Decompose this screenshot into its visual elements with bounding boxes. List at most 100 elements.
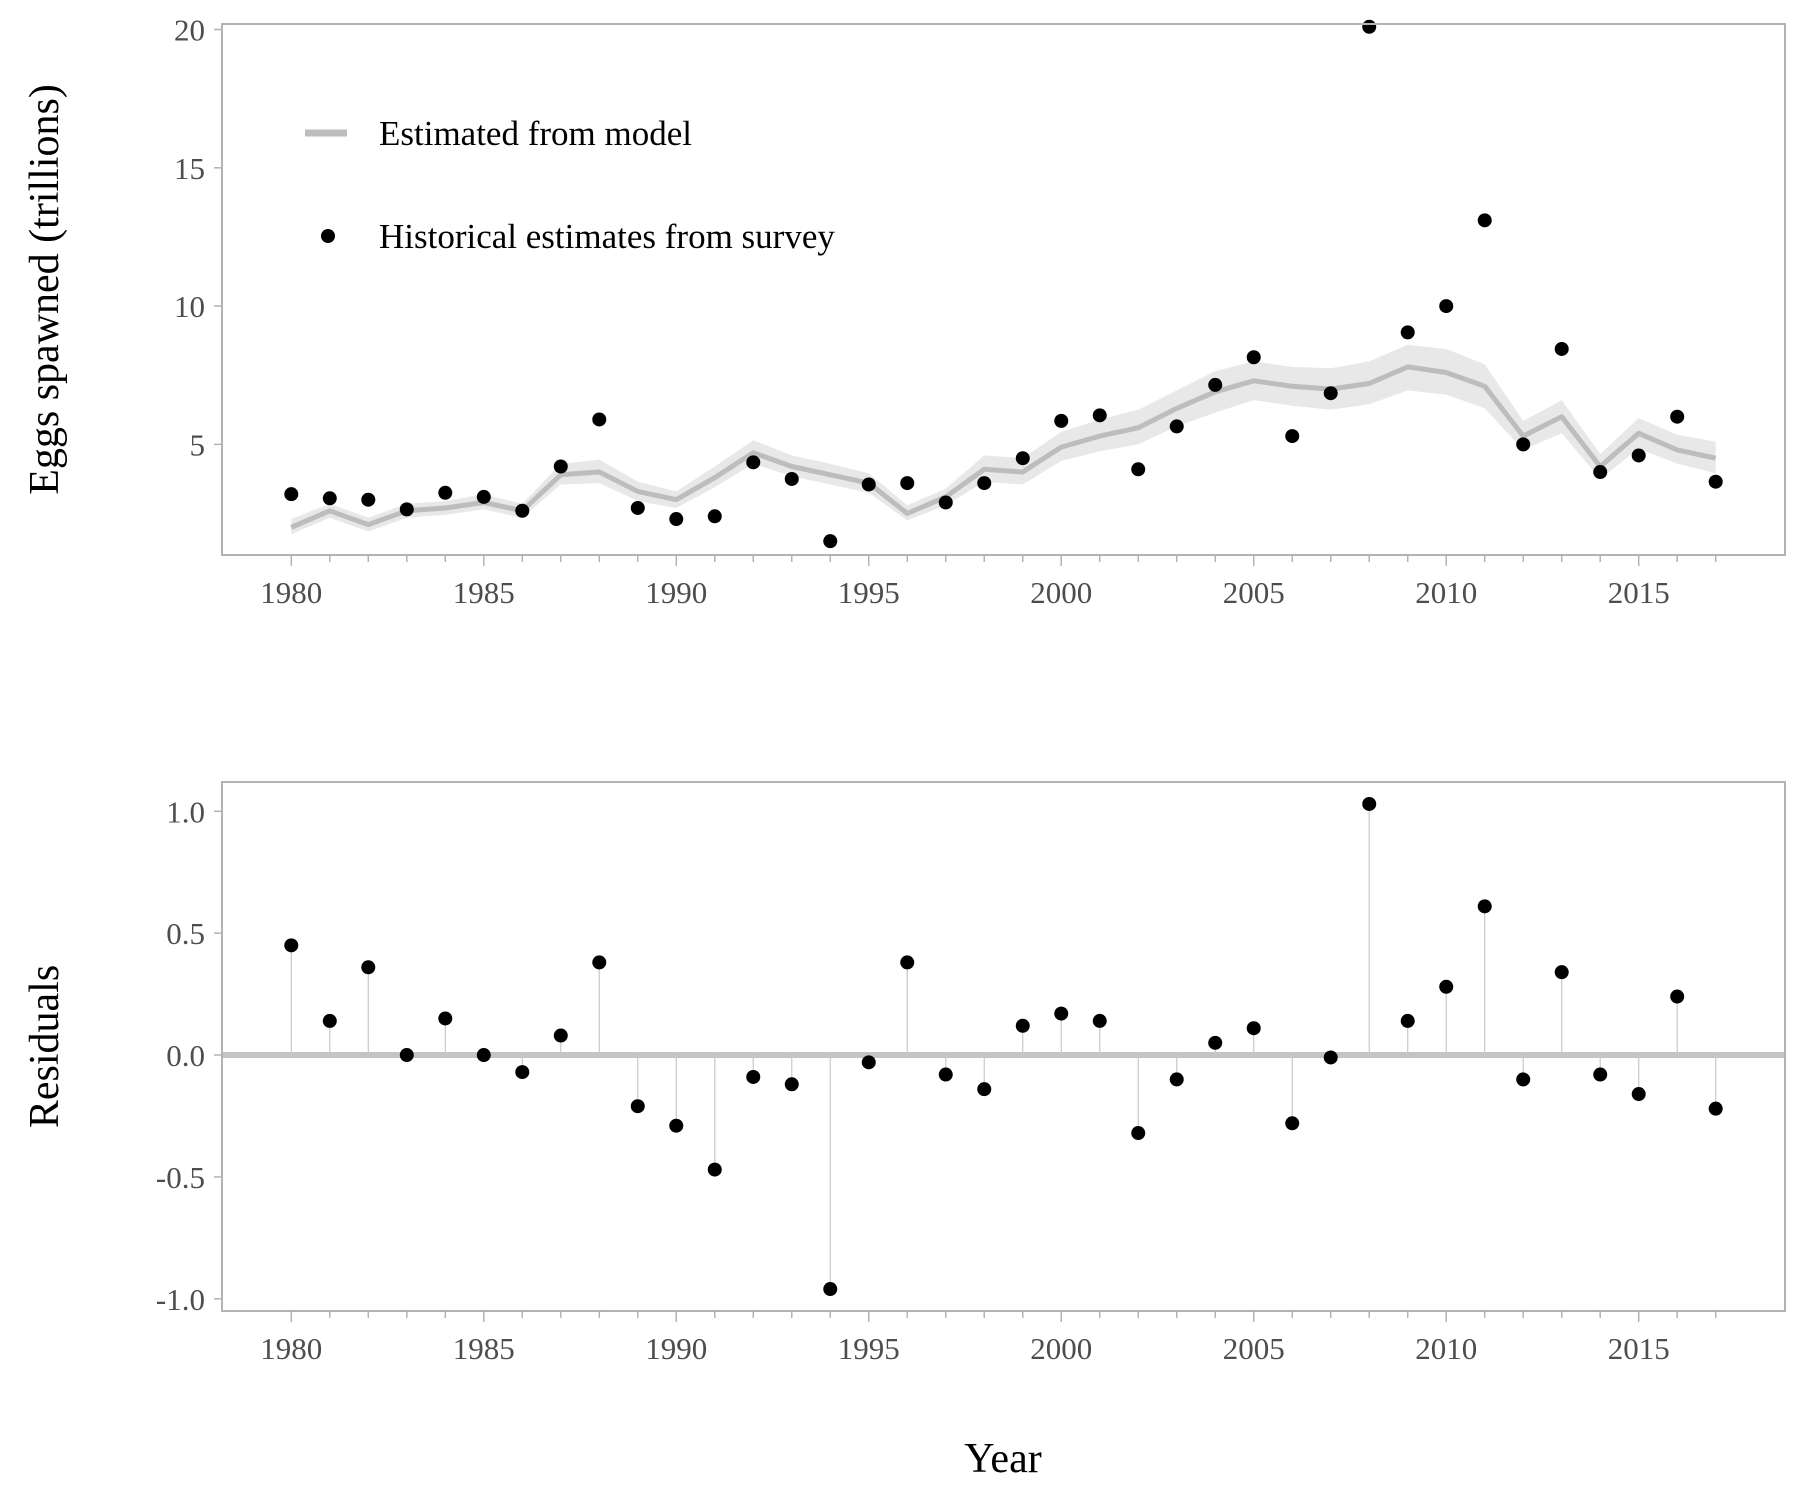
residual-point <box>515 1065 530 1080</box>
residuals-y-tick-label: 0.0 <box>166 1038 205 1073</box>
eggs-x-tick-label: 2000 <box>1030 575 1092 610</box>
survey-point <box>1092 408 1107 423</box>
eggs-x-tick-label: 1995 <box>838 575 900 610</box>
model-confidence-ribbon <box>291 344 1716 535</box>
eggs-y-axis-title: Eggs spawned (trillions) <box>22 84 68 495</box>
survey-point <box>1054 413 1069 428</box>
residual-point <box>784 1077 799 1092</box>
legend-point-key <box>321 229 335 243</box>
residual-point <box>938 1067 953 1082</box>
eggs-x-tick-label: 1985 <box>453 575 515 610</box>
residual-point <box>823 1282 838 1297</box>
residuals-x-tick-label: 2000 <box>1030 1331 1092 1366</box>
survey-point <box>438 485 453 500</box>
survey-point <box>1362 19 1377 34</box>
residual-point <box>361 960 376 975</box>
survey-point <box>553 459 568 474</box>
survey-point <box>1208 377 1223 392</box>
survey-point <box>1554 341 1569 356</box>
residuals-y-tick-label: -1.0 <box>156 1282 205 1317</box>
survey-point <box>630 500 645 515</box>
residual-point <box>1439 979 1454 994</box>
residuals-x-tick-label: 2010 <box>1415 1331 1477 1366</box>
residual-point <box>1593 1067 1608 1082</box>
survey-point <box>977 476 992 491</box>
eggs-y-axis: 5 10 15 20 <box>174 13 222 462</box>
residual-point <box>1246 1021 1261 1036</box>
survey-point <box>784 471 799 486</box>
survey-point <box>1131 462 1146 477</box>
residuals-x-tick-label: 1990 <box>645 1331 707 1366</box>
survey-point <box>1631 448 1646 463</box>
survey-point <box>284 487 299 502</box>
survey-point <box>1169 419 1184 434</box>
survey-point <box>861 477 876 492</box>
residual-point <box>1208 1035 1223 1050</box>
residual-point <box>1362 796 1377 811</box>
residual-point <box>399 1048 414 1063</box>
residual-point <box>476 1048 491 1063</box>
residual-point <box>746 1069 761 1084</box>
survey-point <box>1285 429 1300 444</box>
residual-point <box>1323 1050 1338 1065</box>
residuals-y-tick-label: 0.5 <box>166 916 205 951</box>
residual-point <box>977 1082 992 1097</box>
residual-point <box>1708 1101 1723 1116</box>
survey-point <box>1593 465 1608 480</box>
survey-point <box>1400 325 1415 340</box>
residual-point <box>630 1099 645 1114</box>
survey-point <box>1323 386 1338 401</box>
residuals-x-axis: 1980 1985 1990 1995 2000 2005 2010 2015 <box>260 1311 1717 1366</box>
residual-point <box>592 955 607 970</box>
eggs-x-tick-label: 1980 <box>260 575 322 610</box>
residuals-y-tick-label: 1.0 <box>166 794 205 829</box>
residual-point <box>553 1028 568 1043</box>
survey-point <box>746 455 761 470</box>
survey-point <box>669 512 684 527</box>
residual-points <box>284 796 1723 1297</box>
survey-point <box>1516 437 1531 452</box>
model-estimate-line <box>290 364 1717 530</box>
eggs-x-axis: 1980 1985 1990 1995 2000 2005 2010 2015 <box>260 555 1717 610</box>
residuals-x-tick-label: 1985 <box>453 1331 515 1366</box>
survey-point <box>1670 409 1685 424</box>
residuals-x-tick-label: 1995 <box>838 1331 900 1366</box>
eggs-y-tick-label: 20 <box>174 13 205 48</box>
eggs-y-tick-label: 5 <box>190 427 206 462</box>
eggs-x-tick-label: 2015 <box>1608 575 1670 610</box>
residuals-y-axis: -1.0 -0.5 0.0 0.5 1.0 <box>156 794 222 1317</box>
eggs-y-tick-label: 10 <box>174 289 205 324</box>
survey-point <box>399 502 414 517</box>
residual-point <box>1670 989 1685 1004</box>
residual-point <box>1092 1013 1107 1028</box>
residual-point <box>1477 899 1492 914</box>
survey-point <box>900 476 915 491</box>
survey-point <box>361 492 376 507</box>
eggs-y-tick-label: 15 <box>174 151 205 186</box>
residual-point <box>1131 1126 1146 1141</box>
x-axis-title: Year <box>964 1436 1041 1482</box>
residual-point <box>1285 1116 1300 1131</box>
residual-point <box>322 1013 337 1028</box>
residual-point <box>1169 1072 1184 1087</box>
legend-model-label: Estimated from model <box>379 114 692 153</box>
eggs-x-tick-label: 2005 <box>1223 575 1285 610</box>
survey-point <box>1708 474 1723 489</box>
survey-point <box>1477 213 1492 228</box>
survey-point <box>592 412 607 427</box>
survey-point <box>476 489 491 504</box>
survey-point <box>1439 299 1454 314</box>
eggs-panel-border <box>221 23 1786 556</box>
survey-point <box>1246 350 1261 365</box>
residual-stems <box>290 803 1717 1290</box>
residuals-y-axis-title: Residuals <box>22 965 68 1128</box>
survey-point <box>707 509 722 524</box>
eggs-x-tick-label: 2010 <box>1415 575 1477 610</box>
residual-point <box>1516 1072 1531 1087</box>
residual-point <box>284 938 299 953</box>
residual-point <box>1400 1013 1415 1028</box>
legend-survey-label: Historical estimates from survey <box>379 217 835 256</box>
residual-point <box>707 1162 722 1177</box>
residual-point <box>1631 1087 1646 1102</box>
